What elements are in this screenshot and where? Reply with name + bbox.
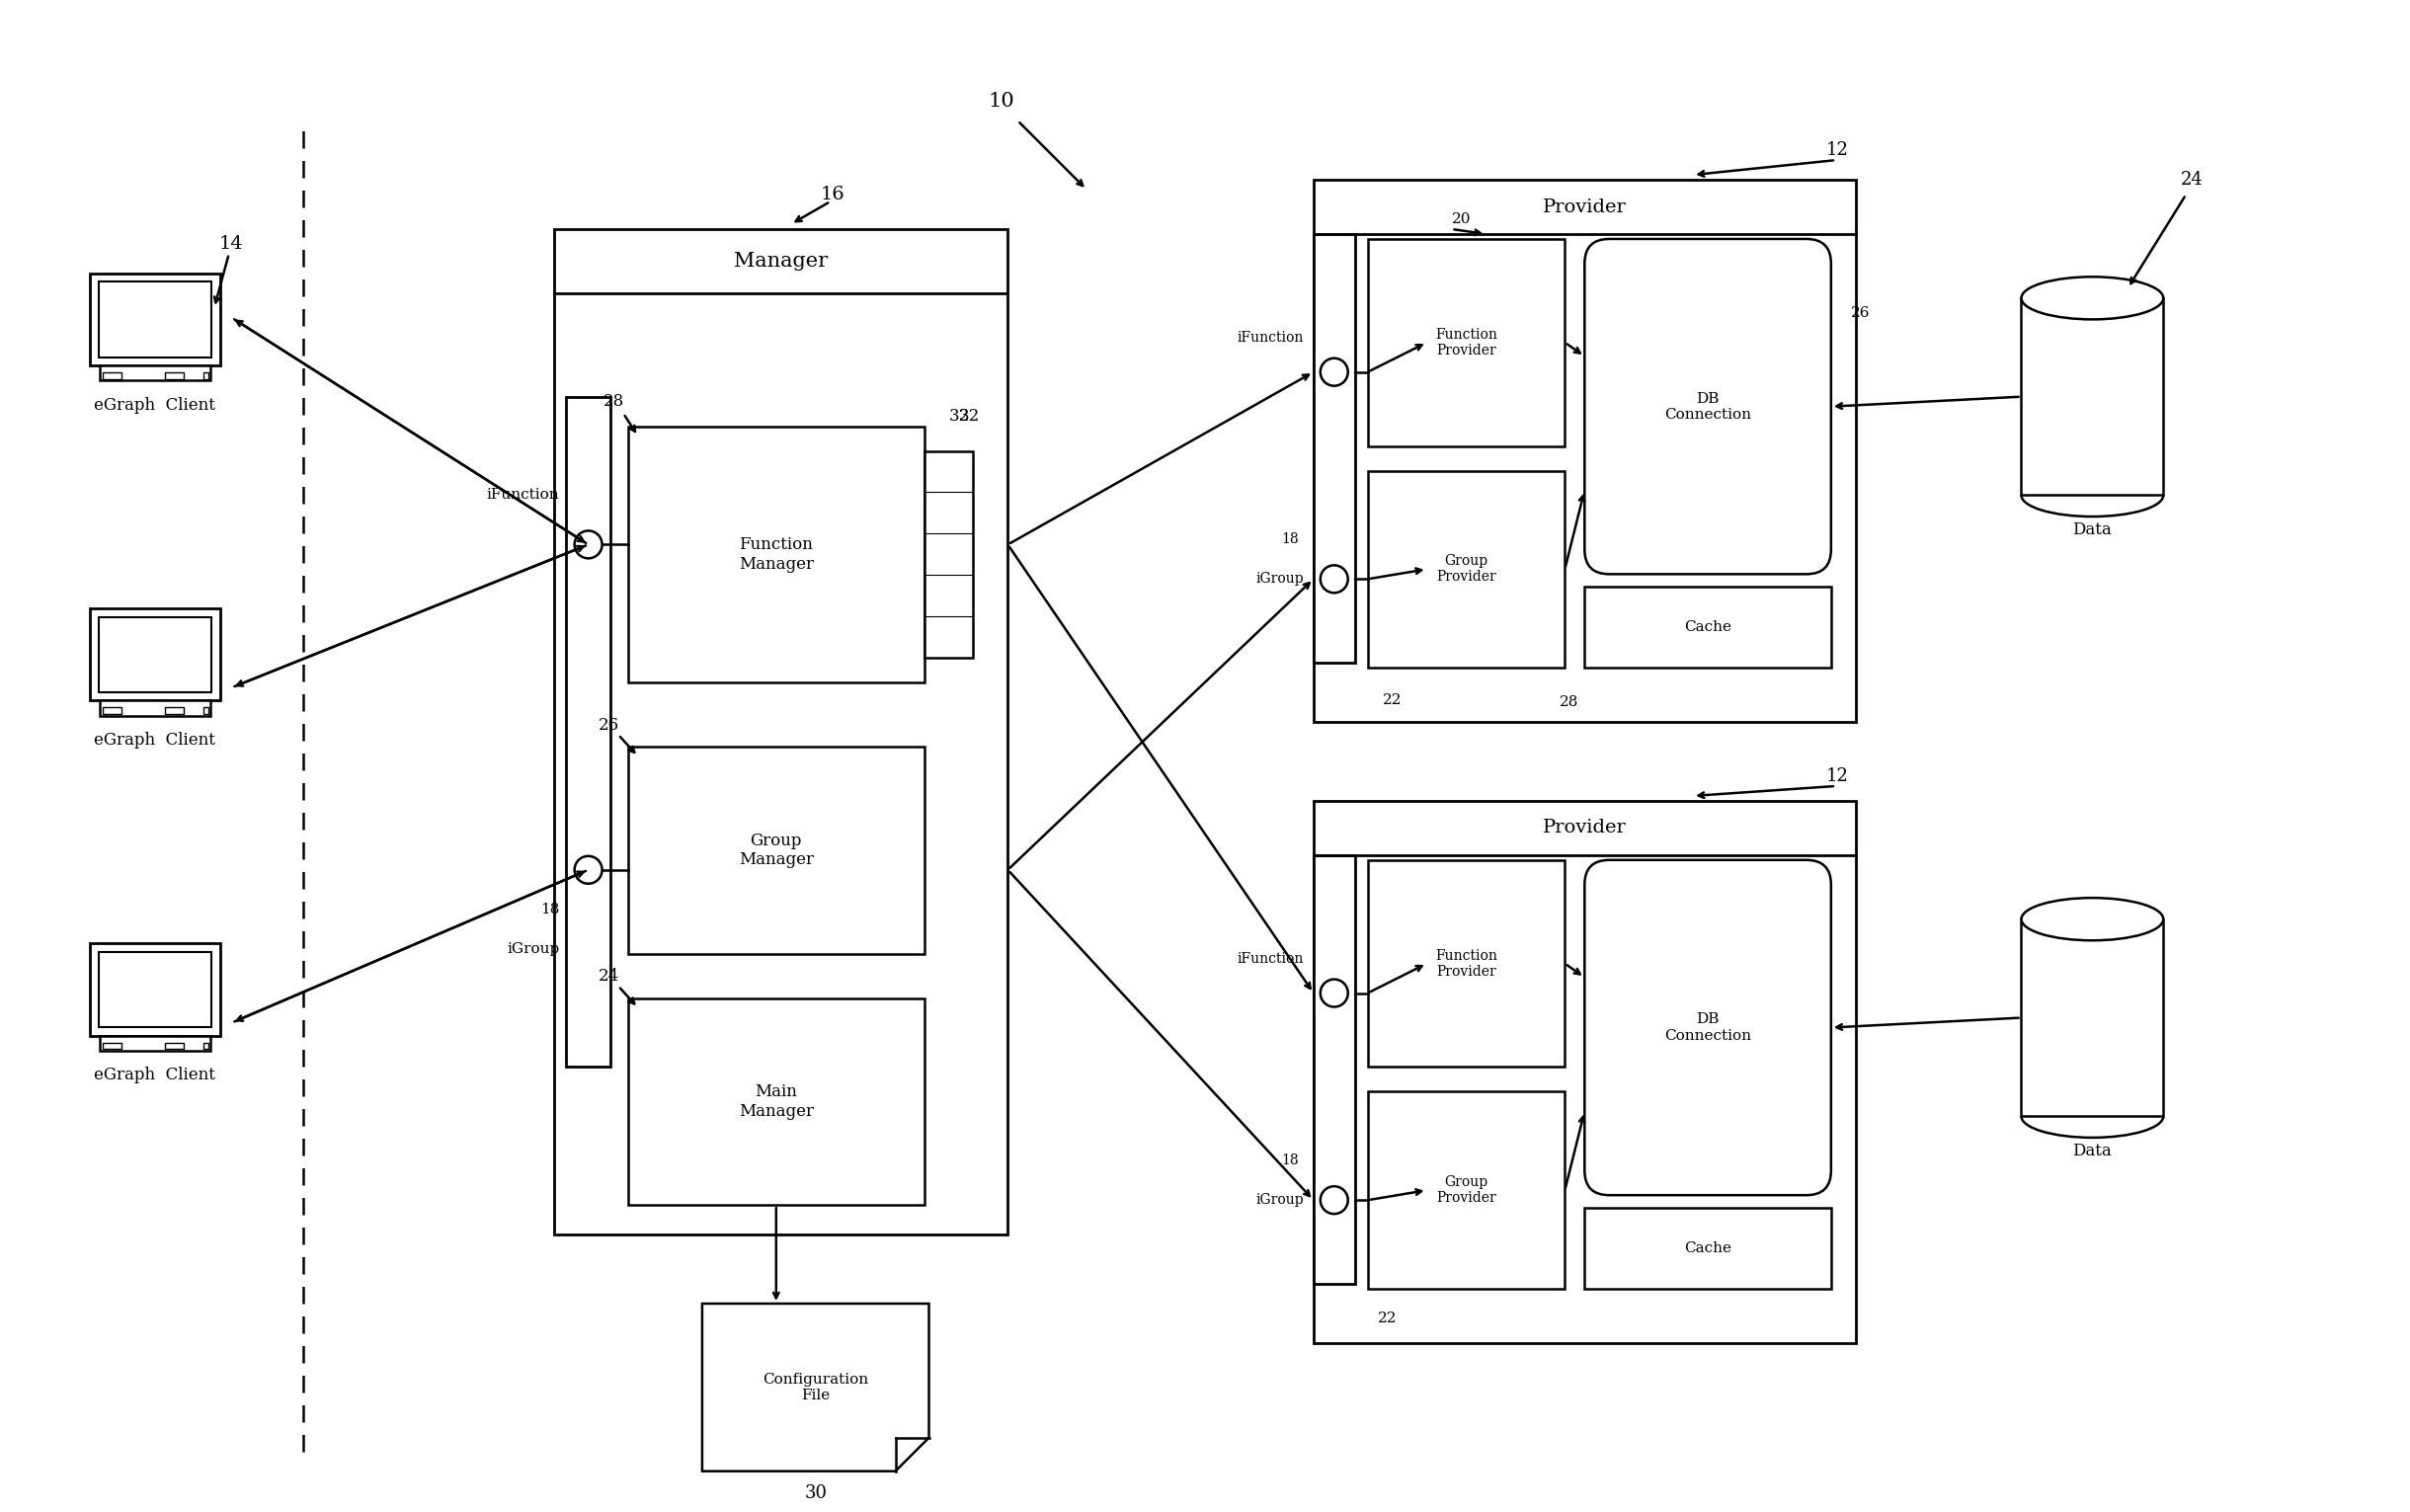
Bar [104,372,120,380]
Bar [104,708,120,714]
Text: 16: 16 [819,186,846,204]
Text: iGroup: iGroup [1256,1193,1304,1207]
Text: 28: 28 [602,393,624,410]
Bar [202,1042,210,1049]
Bar [89,274,219,366]
Bar [629,747,923,954]
Text: 26: 26 [1851,305,1870,321]
Bar [89,608,219,700]
Bar [1369,470,1564,668]
Bar [99,617,212,692]
Bar [1369,239,1564,446]
Text: DB
Connection: DB Connection [1665,1013,1752,1042]
Text: iFunction: iFunction [1236,331,1304,345]
Text: 32: 32 [959,408,978,425]
Bar [1313,234,1354,662]
Text: iFunction: iFunction [487,488,559,502]
Text: Data: Data [2073,522,2111,538]
Bar [629,998,923,1205]
Bar [1586,587,1832,668]
Bar [89,943,219,1036]
Bar [1369,860,1564,1067]
Text: Function
Provider: Function Provider [1436,948,1497,978]
Bar [104,1042,120,1049]
Text: 22: 22 [1379,1311,1398,1326]
Text: Cache: Cache [1685,1241,1730,1255]
Text: 14: 14 [219,234,243,253]
Text: 12: 12 [1827,141,1848,159]
Text: 12: 12 [1827,767,1848,785]
Text: 30: 30 [805,1483,827,1501]
Text: Function
Manager: Function Manager [737,537,815,573]
Text: iGroup: iGroup [506,942,559,956]
Text: Function
Provider: Function Provider [1436,328,1497,357]
Bar [923,451,974,658]
Text: Configuration
File: Configuration File [762,1373,868,1402]
Bar [1369,1092,1564,1288]
Text: Group
Provider: Group Provider [1436,555,1497,584]
Bar [554,230,1007,1235]
Text: 20: 20 [1451,212,1470,227]
FancyBboxPatch shape [1586,860,1832,1194]
Text: 10: 10 [988,92,1015,110]
Polygon shape [701,1303,928,1471]
Bar [202,372,210,380]
Text: 18: 18 [540,903,559,916]
Bar [1586,1208,1832,1288]
Text: 22: 22 [1383,694,1403,708]
Text: 24: 24 [2181,171,2203,189]
Bar [202,708,210,714]
Text: 24: 24 [598,968,619,984]
Bar [99,281,212,357]
Text: eGraph  Client: eGraph Client [94,732,214,748]
Bar [1313,856,1354,1284]
Bar [164,372,183,380]
Bar [1313,801,1856,1343]
Bar [1313,180,1856,723]
Text: Data: Data [2073,1143,2111,1160]
Text: Main
Manager: Main Manager [737,1084,815,1119]
Text: 26: 26 [598,717,619,733]
Text: iFunction: iFunction [1236,951,1304,966]
Ellipse shape [2022,277,2164,319]
Text: Provider: Provider [1542,820,1627,836]
Bar [99,953,212,1027]
Text: Group
Provider: Group Provider [1436,1175,1497,1205]
Text: iGroup: iGroup [1256,572,1304,587]
FancyBboxPatch shape [1586,239,1832,575]
Bar [99,1036,210,1051]
Text: DB
Connection: DB Connection [1665,392,1752,422]
Bar [629,426,923,682]
Bar [99,366,210,381]
Bar [2022,298,2164,496]
Bar [99,700,210,715]
Bar [164,1042,183,1049]
Text: 28: 28 [1559,696,1579,709]
Text: eGraph  Client: eGraph Client [94,396,214,413]
Text: 18: 18 [1282,532,1299,546]
Text: Manager: Manager [735,251,829,271]
Bar [164,708,183,714]
Bar [566,396,610,1067]
Text: 18: 18 [1282,1154,1299,1167]
Text: 32: 32 [950,408,969,425]
Text: Cache: Cache [1685,620,1730,634]
Ellipse shape [2022,898,2164,940]
Text: Group
Manager: Group Manager [737,832,815,868]
Text: eGraph  Client: eGraph Client [94,1067,214,1084]
Bar [2022,919,2164,1116]
Text: Provider: Provider [1542,198,1627,216]
